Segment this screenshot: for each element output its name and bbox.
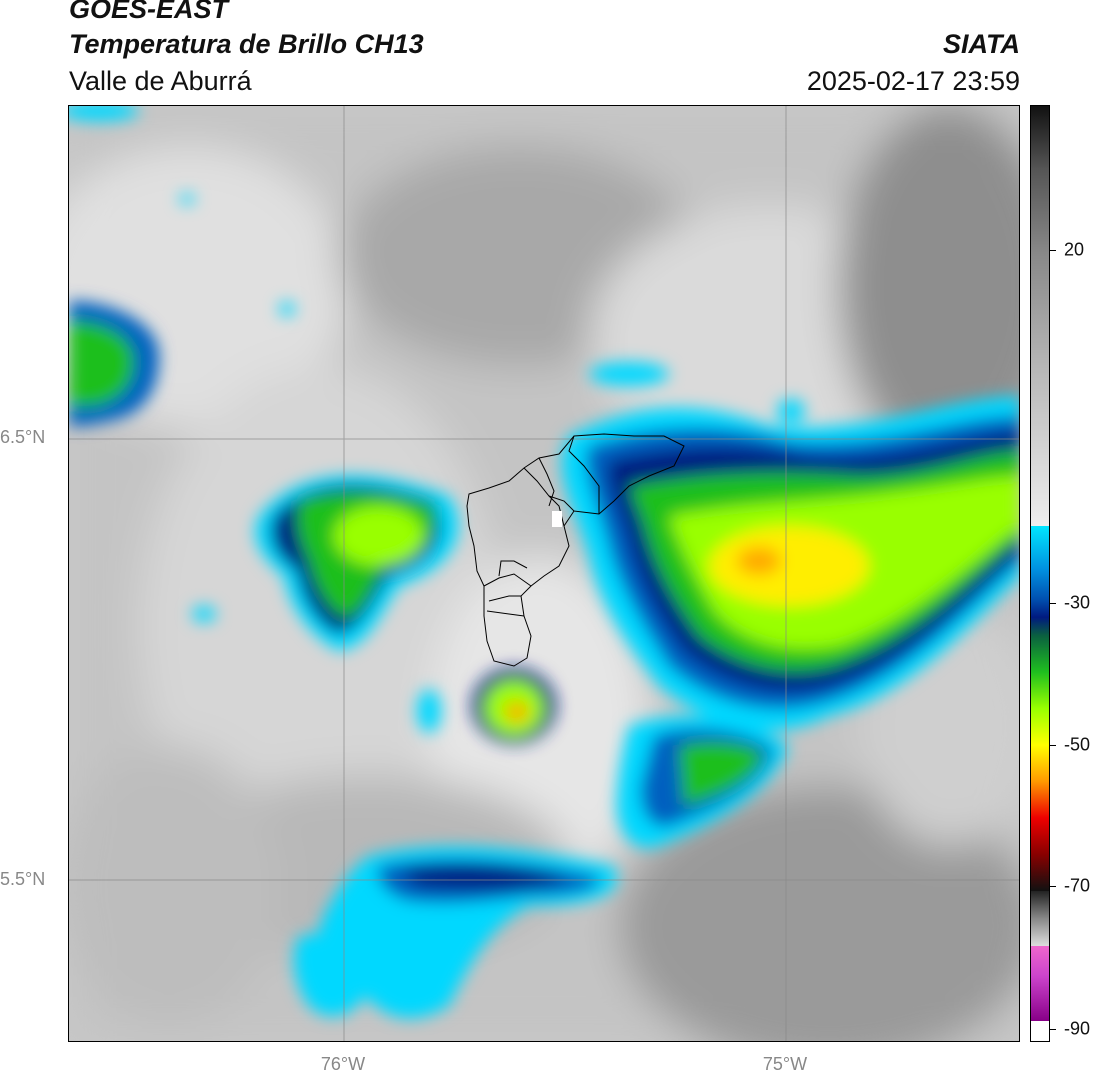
- colorbar-label: 20: [1064, 239, 1085, 260]
- colorbar-tick: [1050, 250, 1056, 251]
- lat-label-6-5: 6.5°N: [0, 427, 46, 447]
- graticule: [69, 106, 1019, 1041]
- datetime-label: 2025-02-17 23:59: [806, 66, 1020, 96]
- urban-area-marker: [552, 511, 562, 527]
- colorbar-tick: [1050, 886, 1056, 887]
- municipal-boundaries: [466, 433, 685, 667]
- colorbar-tick: [1050, 603, 1056, 604]
- map-svg: [69, 106, 1019, 1041]
- colorbar-tick: [1050, 745, 1056, 746]
- lat-label-5-5: 5.5°N: [0, 869, 46, 889]
- colorbar-tick: [1050, 1029, 1056, 1030]
- lon-label-76: 76°W: [320, 1054, 366, 1074]
- colorbar-label: -90: [1064, 1018, 1091, 1039]
- colorbar-label: -50: [1064, 734, 1091, 755]
- convective-cells: [69, 106, 1019, 1019]
- colorbar: [1030, 105, 1050, 1042]
- product-title: Temperatura de Brillo CH13: [69, 29, 424, 59]
- lon-label-75: 75°W: [762, 1054, 808, 1074]
- colorbar-label: -30: [1064, 592, 1091, 613]
- agency-label: SIATA: [943, 29, 1020, 59]
- brightness-temperature-map[interactable]: [68, 105, 1020, 1042]
- satellite-title: GOES-EAST: [69, 0, 229, 24]
- region-label: Valle de Aburrá: [69, 66, 252, 96]
- colorbar-label: -70: [1064, 875, 1091, 896]
